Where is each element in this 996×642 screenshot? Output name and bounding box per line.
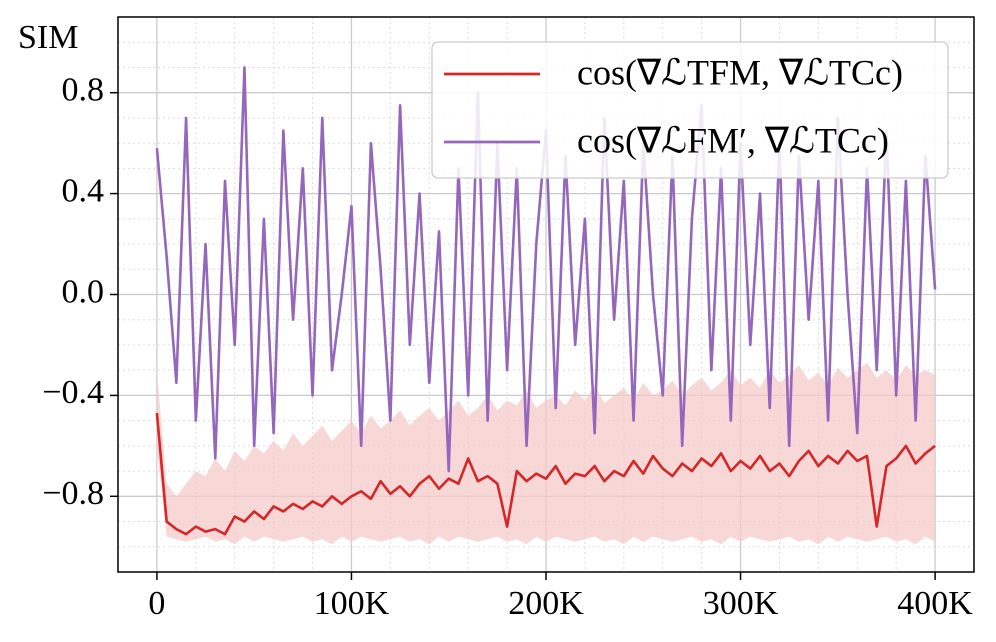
x-tick-label: 0 bbox=[148, 585, 165, 622]
legend-label: cos(∇ℒTFM, ∇ℒTCc) bbox=[577, 52, 903, 92]
confidence-band bbox=[156, 362, 936, 545]
y-tick-label: 0.8 bbox=[62, 71, 105, 108]
line bbox=[155, 412, 936, 536]
legend-label: cos(∇ℒFM′, ∇ℒTCc) bbox=[577, 120, 889, 160]
y-tick-label: −0.8 bbox=[42, 475, 104, 512]
plot-frame bbox=[117, 16, 975, 573]
x-tick-label: 200K bbox=[508, 585, 584, 622]
y-axis-label: SIM bbox=[18, 19, 78, 56]
x-tick-label: 300K bbox=[703, 585, 779, 622]
legend-box bbox=[431, 41, 949, 179]
x-tick-label: 100K bbox=[314, 585, 390, 622]
x-tick-label: 400K bbox=[897, 585, 973, 622]
y-tick-label: −0.4 bbox=[42, 374, 104, 411]
y-tick-label: 0.0 bbox=[62, 273, 105, 310]
y-tick-label: 0.4 bbox=[62, 172, 105, 209]
